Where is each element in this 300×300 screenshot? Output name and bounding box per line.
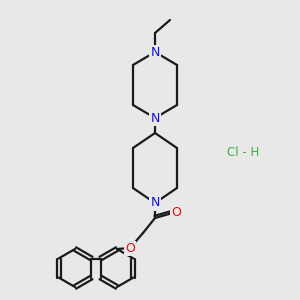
Text: O: O	[125, 242, 135, 254]
Text: N: N	[150, 196, 160, 209]
Text: N: N	[150, 46, 160, 59]
Text: N: N	[150, 112, 160, 124]
Text: O: O	[171, 206, 181, 218]
Text: Cl - H: Cl - H	[227, 146, 259, 158]
